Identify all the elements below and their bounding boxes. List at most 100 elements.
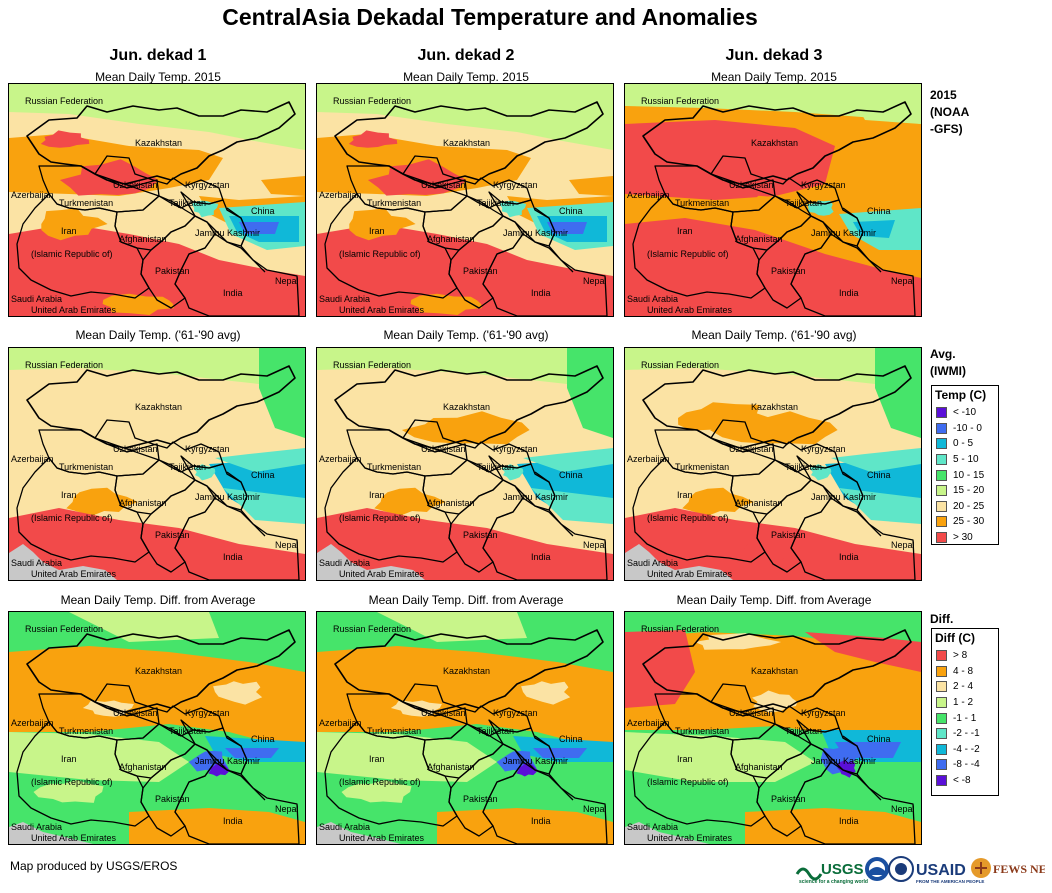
usgs-logo: USGS science for a changing world <box>795 861 868 885</box>
country-label-tajikistan: Tajikistan <box>477 198 514 208</box>
country-boundary <box>842 207 882 273</box>
temp-legend-swatch <box>936 485 947 497</box>
usgs-tagline: science for a changing world <box>799 879 868 885</box>
usaid-tagline: FROM THE AMERICAN PEOPLE <box>916 879 984 884</box>
temp-legend-swatch <box>936 516 947 528</box>
country-label-india: India <box>839 288 859 298</box>
country-label-pakistan: Pakistan <box>155 794 190 804</box>
country-label-saudi: Saudi Arabia <box>11 294 62 304</box>
column-header-dekad-2: Jun. dekad 2 <box>417 47 515 64</box>
country-label-tajikistan: Tajikistan <box>477 462 514 472</box>
temp-legend-item: 20 - 25 <box>932 499 998 515</box>
country-label-india: India <box>223 816 243 826</box>
country-label-saudi: Saudi Arabia <box>11 558 62 568</box>
map-color-region <box>567 348 613 438</box>
temp-legend-item: 25 - 30 <box>932 514 998 530</box>
country-label-pakistan: Pakistan <box>463 794 498 804</box>
temp-legend-label: 0 - 5 <box>953 438 974 450</box>
diff-legend-swatch <box>936 650 947 662</box>
country-label-jammu: Jammu Kashmir <box>503 756 568 766</box>
country-label-turkmenistan: Turkmenistan <box>675 462 729 472</box>
country-boundary <box>174 497 300 580</box>
country-label-iran: Iran <box>369 754 385 764</box>
country-boundary <box>842 735 882 801</box>
country-label-iran: Iran <box>369 226 385 236</box>
country-boundary <box>482 761 608 844</box>
country-label-china: China <box>251 734 275 744</box>
logos-graphic: USGS science for a changing world USAID … <box>795 856 1052 885</box>
map-color-region <box>523 448 613 472</box>
country-label-azerbaijan: Azerbaijan <box>11 190 54 200</box>
fews-net-logo: FEWS NET <box>971 858 1052 878</box>
country-label-nepal: Nepal <box>583 804 607 814</box>
country-label-afghanistan: Afghanistan <box>119 234 167 244</box>
country-label-tajikistan: Tajikistan <box>169 198 206 208</box>
row-label-avg-line1: Avg. <box>930 347 956 361</box>
diff-legend-item: -4 - -2 <box>932 742 998 758</box>
map-color-region <box>41 208 108 241</box>
country-label-uzbekistan: Uzbekistan <box>421 444 466 454</box>
temp-legend-swatch <box>936 407 947 419</box>
temp-legend-label: 10 - 15 <box>953 469 985 481</box>
country-boundary <box>174 233 300 316</box>
country-label-kyrgyzstan: Kyrgyzstan <box>493 444 538 454</box>
country-label-russia: Russian Federation <box>641 96 719 106</box>
country-boundary <box>226 207 266 273</box>
country-label-tajikistan: Tajikistan <box>785 198 822 208</box>
map-color-region <box>349 208 416 241</box>
panel-title-avg-dekad-2: Mean Daily Temp. ('61-'90 avg) <box>383 328 549 342</box>
map-color-region <box>191 200 219 218</box>
map-color-region <box>831 448 921 472</box>
map-2015-dekad-1: Russian Federation Kazakhstan Uzbekistan Ky… <box>8 83 306 317</box>
country-label-turkmenistan: Turkmenistan <box>675 198 729 208</box>
country-label-turkmenistan: Turkmenistan <box>367 462 421 472</box>
country-label-afghanistan: Afghanistan <box>427 234 475 244</box>
row-label-avg: Avg. (IWMI) <box>930 346 966 380</box>
country-label-afghanistan: Afghanistan <box>735 762 783 772</box>
usaid-seal-icon <box>888 856 914 882</box>
map-color-region <box>69 612 219 642</box>
map-color-region <box>213 681 263 705</box>
temp-legend-item: -10 - 0 <box>932 421 998 437</box>
map-color-region <box>521 681 571 705</box>
row-label-diff-line1: Diff. <box>930 612 954 626</box>
country-label-uzbekistan: Uzbekistan <box>729 444 774 454</box>
country-boundary <box>402 683 532 737</box>
temp-legend-title: Temp (C) <box>935 388 987 402</box>
country-boundary <box>402 155 532 209</box>
country-label-iran: Iran <box>677 490 693 500</box>
temp-legend-label: 20 - 25 <box>953 500 985 512</box>
country-label-iran2: (Islamic Republic of) <box>339 777 421 787</box>
map-color-region <box>625 822 709 844</box>
country-label-uzbekistan: Uzbekistan <box>729 180 774 190</box>
map-color-region <box>625 732 815 782</box>
country-label-kyrgyzstan: Kyrgyzstan <box>185 708 230 718</box>
country-label-russia: Russian Federation <box>641 360 719 370</box>
country-label-pakistan: Pakistan <box>771 530 806 540</box>
credit-text: Map produced by USGS/EROS <box>10 859 178 873</box>
country-boundary <box>790 761 916 844</box>
country-boundary <box>94 155 224 209</box>
map-avg-dekad-3: Russian Federation Kazakhstan Uzbekistan Ky… <box>624 347 922 581</box>
country-label-china: China <box>559 734 583 744</box>
country-label-pakistan: Pakistan <box>155 530 190 540</box>
column-header-dekad-1: Jun. dekad 1 <box>109 47 207 64</box>
country-label-azerbaijan: Azerbaijan <box>11 718 54 728</box>
map-color-region <box>845 84 921 124</box>
map-color-region <box>208 763 230 777</box>
country-label-uzbekistan: Uzbekistan <box>729 708 774 718</box>
country-boundary <box>534 207 574 273</box>
country-label-nepal: Nepal <box>891 804 915 814</box>
temp-legend-swatch <box>936 454 947 466</box>
map-color-region <box>533 748 587 758</box>
map-color-region <box>839 488 921 524</box>
country-label-turkmenistan: Turkmenistan <box>367 198 421 208</box>
diff-legend-swatch <box>936 743 947 755</box>
country-label-saudi: Saudi Arabia <box>627 294 678 304</box>
country-label-jammu: Jammu Kashmir <box>811 228 876 238</box>
country-label-iran: Iran <box>61 490 77 500</box>
country-label-china: China <box>559 470 583 480</box>
panel-title-diff-dekad-1: Mean Daily Temp. Diff. from Average <box>60 593 256 607</box>
diff-legend-label: 4 - 8 <box>953 665 974 677</box>
country-label-uzbekistan: Uzbekistan <box>113 708 158 718</box>
